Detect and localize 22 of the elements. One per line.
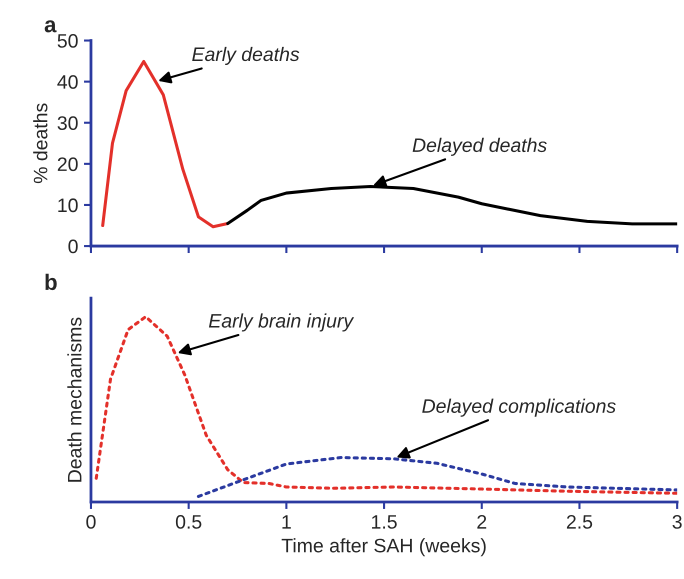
y-axis-title: % deaths	[33, 103, 48, 184]
x-tick-label: 1	[282, 515, 291, 529]
y-tick-label: 50	[58, 34, 78, 48]
chart-title: b	[46, 274, 57, 290]
y-tick-label: 20	[58, 157, 78, 172]
x-tick-label: 0	[86, 515, 96, 529]
y-tick-label: 40	[57, 75, 78, 89]
annotation: Delayed complications	[422, 398, 616, 417]
x-tick-label: 2	[477, 515, 486, 529]
annotation: Early deaths	[192, 46, 300, 65]
y-tick-label: 10	[58, 198, 78, 212]
y-tick-label: 0	[68, 240, 78, 254]
annotation: Delayed deaths	[412, 138, 547, 156]
y-axis-title: Death mechanisms	[67, 318, 82, 482]
chart-title: a	[44, 20, 57, 32]
x-tick-label: 2.5	[566, 515, 592, 529]
x-axis-title: Time after SAH (weeks)	[282, 538, 486, 556]
x-tick-label: 1.5	[372, 515, 397, 529]
y-tick-label: 30	[58, 116, 78, 130]
x-tick-label: 0.5	[176, 515, 202, 529]
annotation: Early brain injury	[208, 313, 354, 332]
x-tick-label: 3	[672, 515, 682, 529]
